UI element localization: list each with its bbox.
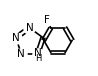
Text: H: H	[35, 54, 41, 63]
Text: F: F	[44, 15, 50, 25]
Text: N: N	[17, 49, 25, 59]
Text: N: N	[34, 48, 42, 58]
Text: N: N	[12, 33, 20, 43]
Text: N: N	[26, 23, 33, 33]
